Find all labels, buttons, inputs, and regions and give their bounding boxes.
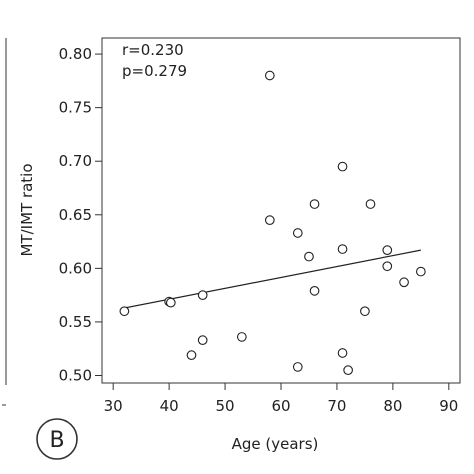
x-tick-label: 70 bbox=[327, 397, 346, 415]
data-point bbox=[292, 228, 303, 238]
x-axis: 30 40 50 60 70 80 90 bbox=[104, 383, 458, 415]
data-point bbox=[360, 306, 370, 317]
data-point bbox=[264, 215, 275, 225]
x-tick-label: 90 bbox=[439, 397, 458, 415]
panel-label-circle bbox=[36, 418, 78, 460]
y-tick-label: 0.55 bbox=[59, 313, 92, 331]
data-point bbox=[197, 290, 208, 300]
data-point bbox=[337, 161, 348, 172]
trendline-group bbox=[124, 249, 421, 309]
panel-label: B bbox=[49, 428, 64, 453]
y-tick-label: 0.80 bbox=[59, 45, 92, 63]
x-tick-label: 80 bbox=[383, 397, 402, 415]
data-point bbox=[382, 261, 393, 272]
x-tick-label: 40 bbox=[160, 397, 179, 415]
y-tick-label: 0.70 bbox=[59, 152, 92, 170]
data-point bbox=[264, 70, 275, 81]
data-point bbox=[197, 335, 208, 345]
x-axis-title: Age (years) bbox=[232, 435, 319, 453]
data-point bbox=[236, 332, 247, 342]
data-point bbox=[165, 297, 176, 308]
data-point bbox=[309, 286, 320, 296]
y-tick-label: 0.65 bbox=[59, 206, 92, 224]
x-tick-label: 60 bbox=[271, 397, 290, 415]
data-point bbox=[382, 245, 393, 255]
data-points bbox=[119, 70, 426, 375]
data-point bbox=[399, 277, 409, 288]
data-point bbox=[119, 306, 130, 317]
data-point bbox=[343, 365, 353, 375]
data-point bbox=[337, 348, 348, 358]
data-point bbox=[365, 199, 376, 209]
data-point bbox=[304, 251, 314, 262]
y-tick-label: 0.50 bbox=[59, 367, 92, 385]
plot-frame bbox=[101, 37, 461, 384]
y-axis: 0.50 0.55 0.60 0.65 0.70 0.75 0.80 bbox=[59, 45, 102, 385]
y-tick-label: 0.60 bbox=[59, 259, 92, 277]
y-axis-title: MT/IMT ratio bbox=[18, 163, 36, 256]
trend-line bbox=[124, 249, 421, 309]
x-tick-label: 50 bbox=[216, 397, 235, 415]
data-point bbox=[337, 244, 348, 254]
data-point bbox=[186, 350, 197, 360]
data-point bbox=[415, 266, 426, 277]
correlation-r: r=0.230 bbox=[122, 41, 184, 59]
data-point bbox=[292, 362, 303, 372]
x-tick-label: 30 bbox=[104, 397, 123, 415]
p-value: p=0.279 bbox=[122, 62, 187, 80]
data-point bbox=[309, 199, 320, 209]
y-tick-label: 0.75 bbox=[59, 99, 92, 117]
